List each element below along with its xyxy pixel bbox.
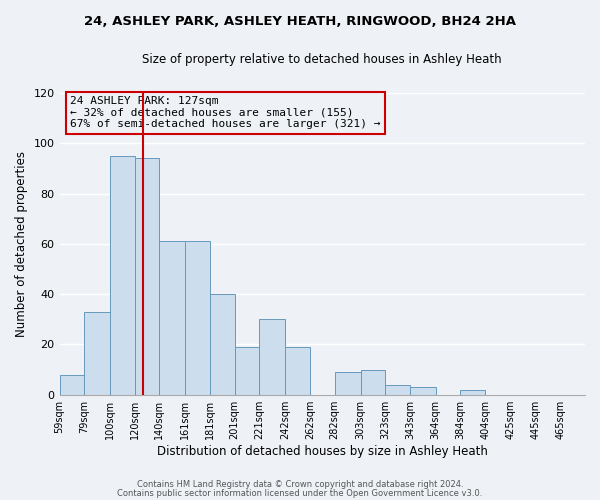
Bar	[210, 294, 235, 394]
Bar	[410, 387, 436, 394]
Bar	[460, 390, 485, 394]
Text: Contains public sector information licensed under the Open Government Licence v3: Contains public sector information licen…	[118, 488, 482, 498]
Bar	[160, 242, 185, 394]
Bar	[110, 156, 135, 394]
Bar	[285, 347, 310, 395]
Y-axis label: Number of detached properties: Number of detached properties	[15, 151, 28, 337]
Text: Contains HM Land Registry data © Crown copyright and database right 2024.: Contains HM Land Registry data © Crown c…	[137, 480, 463, 489]
Bar	[135, 158, 160, 394]
Bar	[259, 320, 285, 394]
Bar	[84, 312, 110, 394]
Bar	[385, 384, 410, 394]
Bar	[235, 347, 259, 395]
X-axis label: Distribution of detached houses by size in Ashley Heath: Distribution of detached houses by size …	[157, 444, 488, 458]
Text: 24, ASHLEY PARK, ASHLEY HEATH, RINGWOOD, BH24 2HA: 24, ASHLEY PARK, ASHLEY HEATH, RINGWOOD,…	[84, 15, 516, 28]
Bar	[59, 374, 84, 394]
Title: Size of property relative to detached houses in Ashley Heath: Size of property relative to detached ho…	[142, 52, 502, 66]
Bar	[335, 372, 361, 394]
Bar	[361, 370, 385, 394]
Text: 24 ASHLEY PARK: 127sqm
← 32% of detached houses are smaller (155)
67% of semi-de: 24 ASHLEY PARK: 127sqm ← 32% of detached…	[70, 96, 380, 130]
Bar	[185, 242, 210, 394]
